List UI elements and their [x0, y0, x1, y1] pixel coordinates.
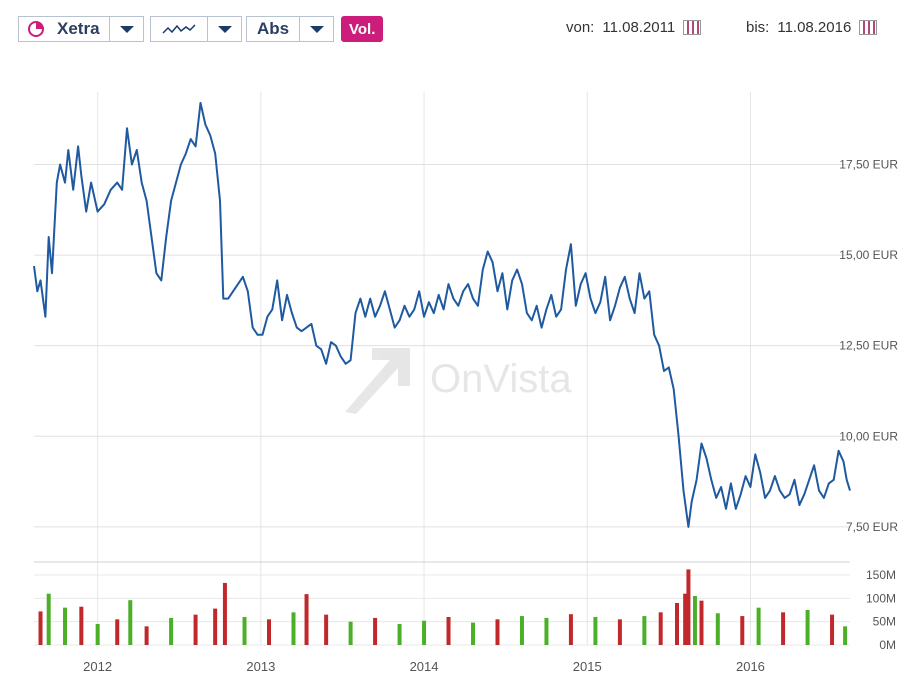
x-tick-label: 2012: [83, 659, 112, 674]
exchange-selector[interactable]: Xetra: [18, 16, 144, 44]
volume-bar: [805, 610, 810, 645]
volume-series: [38, 569, 848, 645]
volume-bar: [675, 603, 680, 645]
price-series: [33, 101, 851, 528]
y-tick-label: 10,00 EUR: [839, 429, 898, 443]
exchange-dropdown-button[interactable]: [110, 16, 144, 42]
volume-bar: [304, 594, 309, 645]
volume-bar: [324, 614, 329, 645]
line-chart-icon: [162, 24, 196, 34]
x-tick-label: 2015: [573, 659, 602, 674]
volume-toggle-button[interactable]: Vol.: [341, 16, 384, 42]
volume-bar: [593, 617, 598, 645]
volume-bar: [699, 600, 704, 645]
volume-bar: [422, 620, 427, 645]
volume-bar: [756, 607, 761, 645]
watermark: OnVista: [345, 348, 572, 414]
volume-tick-label: 50M: [873, 615, 896, 629]
volume-bar: [115, 619, 120, 645]
volume-bar: [193, 614, 198, 645]
volume-bar: [242, 617, 247, 645]
chart-type-selector[interactable]: [150, 16, 242, 44]
chevron-down-icon: [217, 25, 232, 33]
volume-bar: [843, 626, 848, 645]
axes: 7,50 EUR 10,00 EUR 12,50 EUR 15,00 EUR 17,50…: [83, 157, 898, 674]
volume-bar: [686, 569, 691, 645]
volume-bar: [222, 582, 227, 645]
volume-bar: [128, 600, 133, 645]
volume-bar: [740, 616, 745, 645]
to-date[interactable]: 11.08.2016: [777, 19, 852, 36]
watermark-text: OnVista: [430, 357, 572, 401]
watermark-arrow-icon: [345, 348, 410, 414]
scale-dropdown-button[interactable]: [300, 16, 334, 42]
volume-bar: [373, 617, 378, 645]
volume-bar: [471, 622, 476, 645]
volume-bar: [683, 593, 688, 645]
scale-box[interactable]: Abs: [246, 16, 300, 42]
chevron-down-icon: [309, 25, 324, 33]
volume-bar: [830, 614, 835, 645]
volume-bar: [95, 624, 100, 645]
volume-bar: [715, 613, 720, 645]
to-date-group: bis: 11.08.2016: [746, 19, 878, 36]
calendar-icon[interactable]: [683, 20, 702, 35]
volume-bar: [63, 607, 68, 645]
volume-bar: [144, 626, 149, 645]
calendar-icon[interactable]: [859, 20, 878, 35]
x-tick-label: 2016: [736, 659, 765, 674]
scale-label: Abs: [256, 19, 290, 38]
from-date[interactable]: 11.08.2011: [602, 19, 676, 36]
volume-tick-label: 0M: [879, 638, 896, 652]
volume-bar: [38, 611, 43, 645]
volume-bar: [348, 621, 353, 645]
price-line: [33, 101, 851, 528]
volume-bar: [291, 612, 296, 645]
volume-bar: [692, 596, 697, 645]
x-tick-label: 2013: [246, 659, 275, 674]
exchange-box[interactable]: Xetra: [18, 16, 110, 42]
volume-bar: [658, 612, 663, 645]
volume-bar: [617, 619, 622, 645]
volume-bar: [267, 619, 272, 645]
chart-type-dropdown-button[interactable]: [208, 16, 242, 42]
y-tick-label: 7,50 EUR: [846, 520, 898, 534]
volume-bar: [544, 617, 549, 645]
volume-bar: [781, 612, 786, 645]
x-tick-label: 2014: [410, 659, 439, 674]
volume-bar: [495, 619, 500, 645]
from-date-group: von: 11.08.2011: [566, 19, 702, 36]
scale-selector[interactable]: Abs: [246, 16, 334, 44]
volume-bar: [642, 616, 647, 645]
y-tick-label: 15,00 EUR: [839, 248, 898, 262]
volume-bar: [397, 624, 402, 645]
y-tick-label: 12,50 EUR: [839, 339, 898, 353]
volume-tick-label: 100M: [866, 591, 896, 605]
volume-tick-label: 150M: [866, 568, 896, 582]
exchange-label: Xetra: [57, 19, 100, 38]
volume-bar: [213, 608, 218, 645]
volume-bar: [46, 593, 51, 645]
volume-bar: [519, 616, 524, 645]
volume-bar: [169, 617, 174, 645]
chevron-down-icon: [119, 25, 134, 33]
volume-bar: [79, 606, 84, 645]
volume-bar: [446, 617, 451, 645]
chart-toolbar: Xetra Abs Vol. von: 11.08.2011 bis: 11.0…: [0, 0, 920, 60]
chart-type-box[interactable]: [150, 16, 208, 42]
volume-bar: [568, 614, 573, 645]
from-label: von:: [566, 19, 595, 36]
y-tick-label: 17,50 EUR: [839, 157, 898, 171]
pie-icon: [28, 21, 44, 37]
to-label: bis:: [746, 19, 770, 36]
